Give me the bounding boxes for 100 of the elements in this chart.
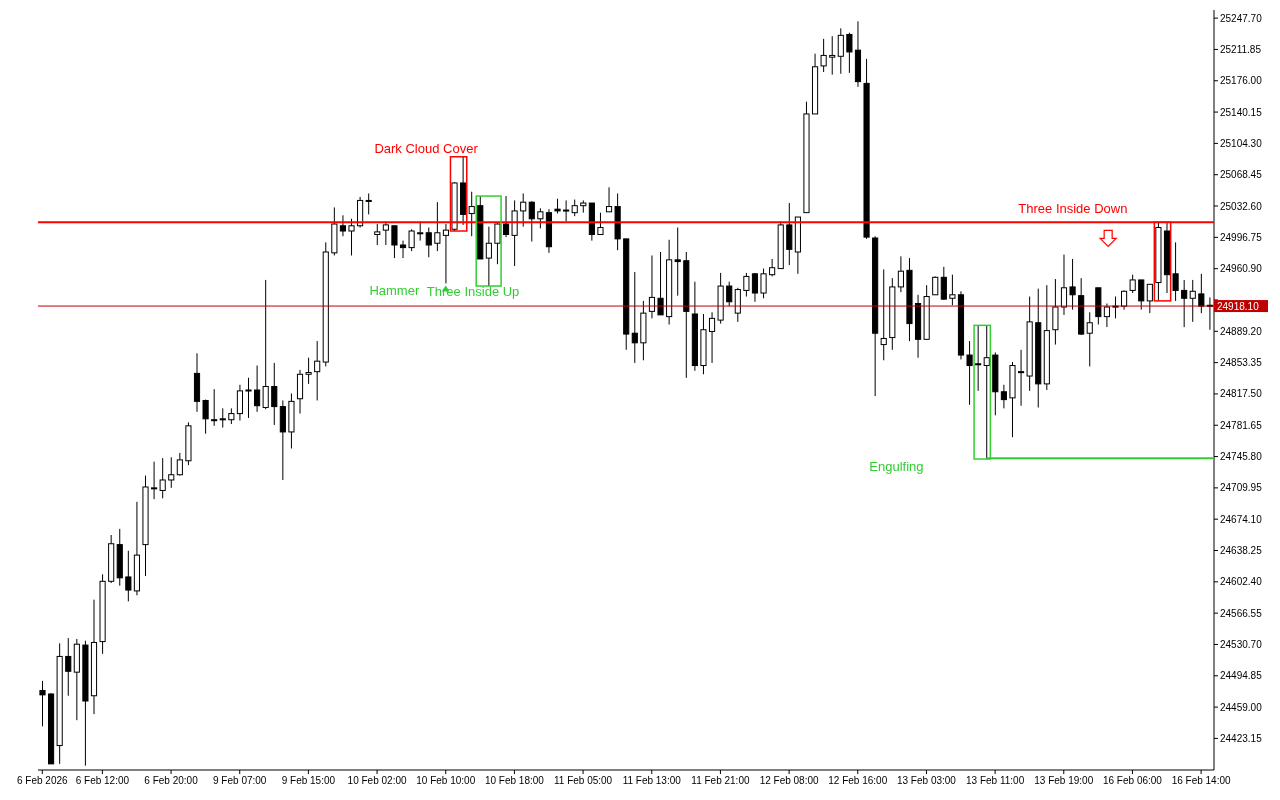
candlestick <box>631 271 638 364</box>
y-tick-label: 25211.85 <box>1220 43 1262 55</box>
candlestick <box>1138 279 1145 311</box>
annotation: Three Inside Down <box>1018 200 1128 216</box>
candlestick <box>1017 349 1025 407</box>
x-tick-label: 13 Feb 03:00 <box>896 775 957 786</box>
candlestick <box>399 240 407 259</box>
candlestick <box>751 272 759 303</box>
candlestick <box>348 218 355 256</box>
candlestick <box>125 550 132 602</box>
candlestick <box>846 32 853 74</box>
candlestick <box>485 226 492 287</box>
y-tick-label: 24709.95 <box>1220 482 1263 494</box>
candlestick <box>159 457 166 499</box>
candlestick <box>1052 278 1059 346</box>
candlestick <box>176 452 183 477</box>
x-tick-label: 10 Feb 10:00 <box>416 775 476 786</box>
candlestick <box>425 227 432 258</box>
candlestick <box>1172 241 1179 302</box>
candlestick <box>245 377 252 419</box>
x-tick-label: 6 Feb 12:00 <box>75 775 130 786</box>
candlestick <box>1000 384 1007 409</box>
y-tick-label: 24781.65 <box>1220 419 1263 431</box>
candlestick <box>1189 279 1196 323</box>
candlestick <box>202 399 209 435</box>
y-tick-label: 24530.70 <box>1220 639 1263 651</box>
candlestick <box>211 388 218 427</box>
x-tick-label: 11 Feb 13:00 <box>622 775 682 786</box>
candlestick <box>743 272 750 298</box>
x-tick-label: 6 Feb 20:00 <box>144 775 199 786</box>
candlestick <box>374 223 381 246</box>
annotation: Three Inside Up <box>426 284 520 300</box>
candlestick <box>528 200 535 242</box>
annotation: Dark Cloud Cover <box>374 140 479 156</box>
y-tick-label: 24494.85 <box>1220 670 1263 682</box>
ref-line-label: 24918.10 <box>1217 301 1260 313</box>
candlestick <box>305 357 312 385</box>
y-tick-label: 25104.30 <box>1220 137 1263 149</box>
candlestick <box>365 192 372 215</box>
candlestick <box>983 324 990 460</box>
x-tick-label: 10 Feb 02:00 <box>347 775 407 786</box>
candlestick <box>468 191 475 237</box>
candlestick <box>975 324 982 392</box>
candlestick <box>391 225 398 259</box>
candlestick <box>1181 279 1188 328</box>
candlestick <box>537 207 544 229</box>
x-tick-label: 11 Feb 21:00 <box>691 775 750 786</box>
y-tick-label: 24745.80 <box>1220 451 1263 463</box>
candlestick <box>1069 258 1076 311</box>
y-tick-label: 24889.20 <box>1220 325 1263 337</box>
annotation: Engulfing <box>869 458 924 474</box>
candlestick <box>219 407 226 429</box>
y-tick-label: 25032.60 <box>1220 200 1263 212</box>
candlestick <box>1146 283 1153 314</box>
y-tick-label: 24960.90 <box>1220 263 1263 275</box>
candlestick <box>760 268 767 299</box>
y-tick-label: 25176.00 <box>1220 75 1263 87</box>
y-tick-label: 24853.35 <box>1220 357 1263 369</box>
y-tick-label: 24423.15 <box>1220 732 1263 744</box>
candlestick <box>897 255 904 293</box>
candlestick <box>605 186 613 213</box>
y-tick-label: 24459.00 <box>1220 701 1263 713</box>
candlestick <box>820 38 827 73</box>
candlestick <box>254 365 261 413</box>
candlestick <box>1103 303 1110 328</box>
candlestick <box>382 220 389 246</box>
x-tick-label: 13 Feb 11:00 <box>966 775 1025 786</box>
y-tick-label: 24566.55 <box>1220 607 1263 619</box>
candlestick <box>726 281 733 307</box>
y-tick-label: 24817.50 <box>1220 388 1263 400</box>
candlestick <box>1086 311 1093 367</box>
candlestick <box>932 275 939 296</box>
candlestick <box>837 27 844 75</box>
candlestick <box>1129 274 1136 294</box>
y-tick-label: 25140.15 <box>1220 106 1263 118</box>
candlestick <box>236 384 244 422</box>
candlestick <box>880 268 887 361</box>
y-tick-label: 24602.40 <box>1220 576 1263 588</box>
candlestick <box>494 222 501 265</box>
x-tick-label: 9 Feb 07:00 <box>213 775 267 786</box>
x-tick-label: 16 Feb 14:00 <box>1171 775 1232 786</box>
x-tick-label: 10 Feb 18:00 <box>484 775 545 786</box>
candlestick <box>708 311 716 364</box>
candlestick <box>408 228 415 252</box>
candlestick <box>417 220 424 242</box>
candlestick <box>563 199 570 222</box>
candlestick <box>271 362 278 426</box>
y-tick-label: 25068.45 <box>1220 169 1263 181</box>
candlestick <box>168 456 175 489</box>
x-tick-label: 16 Feb 06:00 <box>1102 775 1163 786</box>
x-tick-label: 9 Feb 15:00 <box>281 775 336 786</box>
y-tick-label: 24638.25 <box>1220 545 1263 557</box>
candlestick <box>339 214 347 237</box>
candlestick <box>949 274 956 306</box>
candlestick <box>829 35 836 76</box>
candlestick <box>442 223 450 284</box>
annotation: Hammer <box>369 282 420 298</box>
x-tick-label: 12 Feb 08:00 <box>759 775 819 786</box>
y-tick-label: 24674.10 <box>1220 513 1263 525</box>
x-tick-label: 6 Feb 2026 <box>16 775 69 786</box>
